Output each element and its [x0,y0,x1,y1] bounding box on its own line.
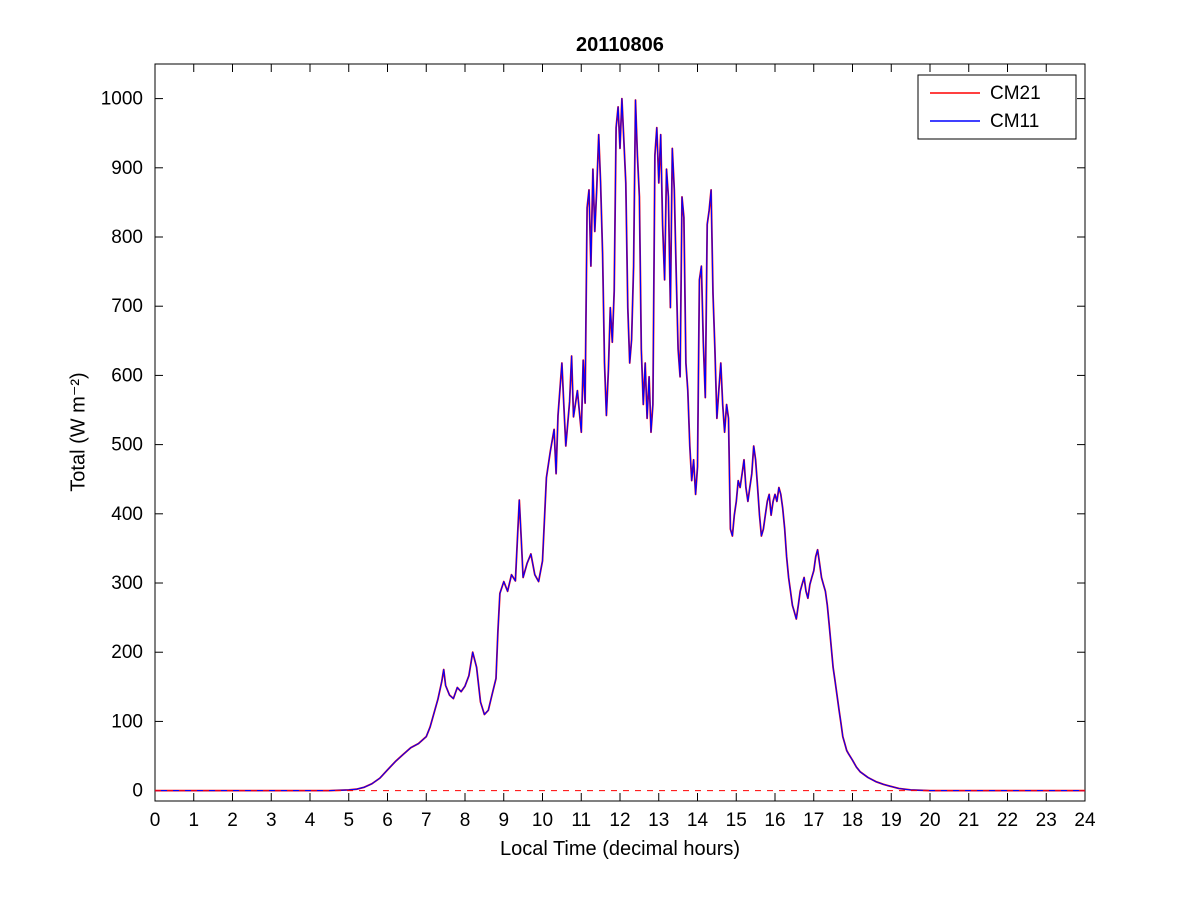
chart-title: 20110806 [576,34,664,56]
x-tick-label: 19 [881,810,902,831]
y-tick-label: 500 [111,435,143,456]
x-tick-label: 22 [997,810,1018,831]
x-tick-label: 13 [648,810,669,831]
x-tick-label: 14 [687,810,709,831]
y-axis-label: Total (W m⁻²) [67,372,90,492]
series-line-cm11 [155,98,1085,792]
x-tick-label: 11 [571,810,591,831]
x-tick-label: 9 [498,810,509,831]
y-tick-label: 100 [111,711,143,732]
x-axis-label: Local Time (decimal hours) [499,838,741,860]
x-tick-label: 18 [842,810,863,831]
y-tick-label: 600 [111,365,143,386]
legend-label-cm21: CM21 [990,83,1041,104]
x-tick-label: 12 [609,810,630,831]
x-tick-label: 16 [764,810,785,831]
x-tick-label: 6 [382,810,393,831]
y-tick-label: 400 [111,504,143,525]
x-tick-label: 15 [726,810,747,831]
x-tick-label: 24 [1074,810,1096,831]
y-tick-label: 900 [111,158,143,179]
x-tick-label: 3 [266,810,277,831]
x-tick-label: 23 [1036,810,1057,831]
legend-box [917,74,1077,140]
y-tick-label: 1000 [101,89,143,110]
x-tick-label: 0 [150,810,161,831]
x-tick-label: 20 [919,810,940,831]
x-tick-label: 7 [421,810,432,831]
x-tick-label: 17 [803,810,824,831]
x-tick-label: 2 [227,810,238,831]
y-tick-label: 200 [111,642,143,663]
axes-box [154,63,1086,802]
legend-label-cm11: CM11 [990,111,1039,132]
y-tick-label: 800 [111,227,143,248]
x-tick-label: 1 [188,810,199,831]
y-tick-label: 700 [111,296,143,317]
x-tick-label: 8 [460,810,471,831]
x-tick-label: 4 [305,810,316,831]
x-tick-label: 10 [532,810,553,831]
y-tick-label: 0 [132,781,143,802]
y-tick-label: 300 [111,573,143,594]
x-tick-label: 21 [958,810,979,831]
x-tick-label: 5 [343,810,354,831]
